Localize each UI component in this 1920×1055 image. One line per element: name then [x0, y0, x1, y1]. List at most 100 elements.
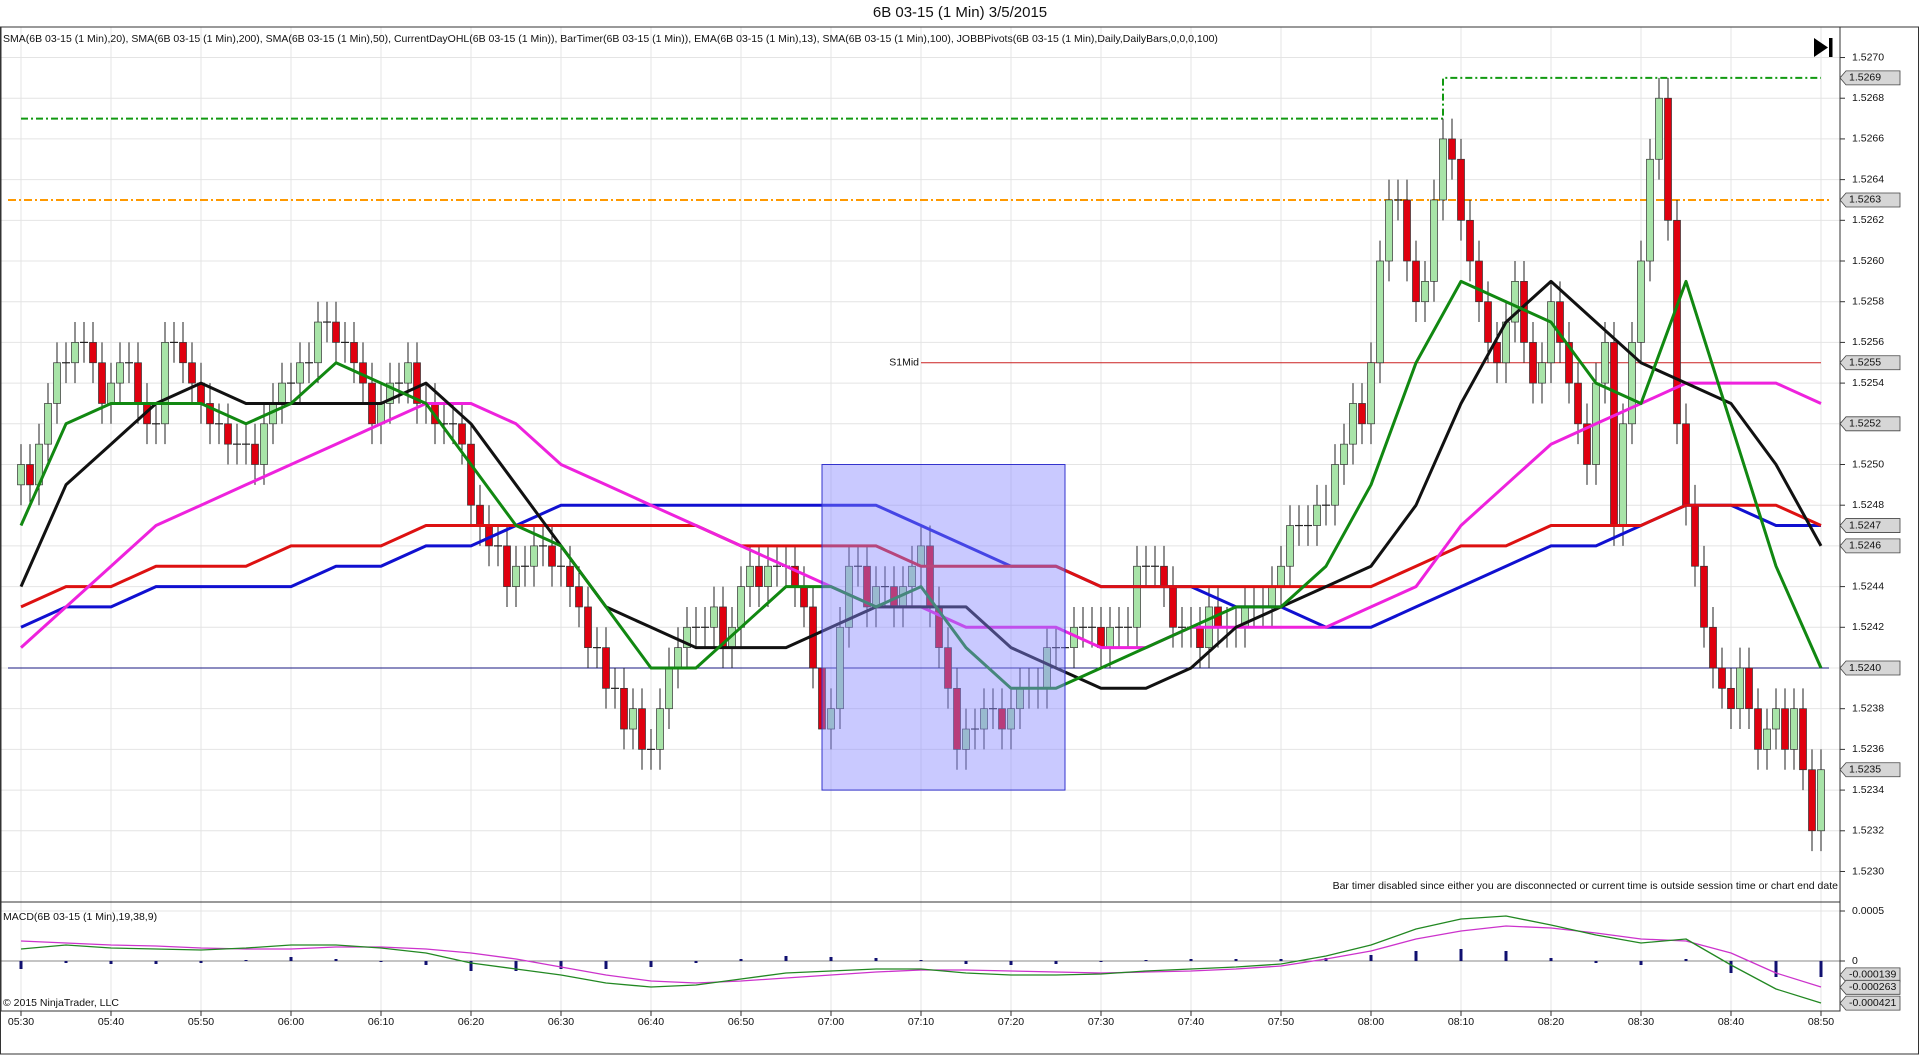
candle-body — [89, 342, 97, 364]
candle-body — [1331, 464, 1339, 506]
histogram-bar — [154, 961, 158, 964]
histogram-bar — [1729, 961, 1733, 973]
candle-body — [1655, 97, 1663, 160]
x-tick-label: 07:20 — [998, 1016, 1024, 1028]
histogram-bar — [1279, 959, 1283, 961]
candle-body — [1691, 504, 1699, 567]
candle-body — [566, 565, 574, 587]
histogram-bar — [694, 961, 698, 963]
price-tag-label: -0.000263 — [1849, 981, 1896, 993]
y-tick-label: 1.5236 — [1852, 743, 1884, 755]
play-icon[interactable] — [1814, 38, 1833, 57]
y-tick-label: 1.5270 — [1852, 51, 1884, 63]
histogram-bar — [1234, 959, 1238, 961]
pivot-line — [21, 76, 1821, 120]
y-tick-label: 1.5258 — [1852, 295, 1884, 307]
level-label: S1Mid — [889, 357, 919, 369]
histogram-bar — [784, 956, 788, 961]
candle-body — [755, 565, 763, 587]
candle-body — [1664, 97, 1672, 221]
histogram-bar — [1639, 961, 1643, 965]
candle-body — [260, 423, 268, 465]
x-tick-label: 06:20 — [458, 1016, 484, 1028]
histogram-bar — [649, 961, 653, 967]
histogram-bar — [334, 959, 338, 961]
candle-body — [161, 342, 169, 425]
candle-body — [1160, 565, 1168, 587]
y-tick-label: 1.5242 — [1852, 621, 1884, 633]
x-tick-label: 07:30 — [1088, 1016, 1114, 1028]
candle-body — [944, 647, 952, 689]
candle-body — [1745, 667, 1753, 710]
candle-body — [1619, 423, 1627, 526]
histogram-bar — [1459, 949, 1463, 961]
histogram-bar — [1504, 951, 1508, 961]
candle-body — [629, 708, 637, 730]
candle-body — [53, 362, 61, 404]
price-tag — [1839, 967, 1901, 983]
price-tag-label: 1.5255 — [1849, 357, 1881, 369]
histogram-bar — [559, 961, 563, 969]
candle-body — [602, 647, 610, 689]
histogram-bar — [1549, 958, 1553, 961]
candle-body — [1484, 301, 1492, 343]
y-tick-label: 1.5244 — [1852, 580, 1884, 592]
x-tick-label: 08:00 — [1358, 1016, 1384, 1028]
candle-body — [863, 565, 871, 608]
y-tick-label: 1.5232 — [1852, 825, 1884, 837]
candle-body — [467, 443, 475, 506]
candle-body — [116, 362, 124, 384]
candle-body — [1403, 199, 1411, 262]
histogram-bar — [199, 961, 203, 963]
candle-body — [1493, 342, 1501, 364]
histogram-bar — [604, 961, 608, 969]
histogram-bar — [1594, 961, 1598, 963]
histogram-bar — [874, 958, 878, 961]
play-bar[interactable] — [1829, 38, 1833, 57]
x-tick-label: 08:10 — [1448, 1016, 1474, 1028]
candle-body — [980, 708, 988, 730]
price-tag — [1839, 416, 1901, 432]
indicator-label: SMA(6B 03-15 (1 Min),20), SMA(6B 03-15 (… — [3, 33, 1218, 45]
candle-body — [98, 362, 106, 404]
play-triangle[interactable] — [1814, 38, 1828, 57]
candle-body — [413, 362, 421, 404]
candle-body — [737, 586, 745, 628]
candle-body — [332, 321, 340, 343]
x-tick-label: 08:50 — [1808, 1016, 1834, 1028]
candle-body — [1817, 769, 1825, 832]
candle-body — [1808, 769, 1816, 832]
candle-body — [26, 464, 34, 486]
candle-body — [1709, 626, 1717, 669]
candle-body — [1763, 728, 1771, 750]
candle-body — [1781, 708, 1789, 750]
y-tick-label: 1.5268 — [1852, 92, 1884, 104]
candle-body — [827, 708, 835, 730]
candle-body — [1529, 342, 1537, 384]
candle-body — [1601, 342, 1609, 384]
histogram-bar — [1054, 961, 1058, 964]
candle-body — [1475, 260, 1483, 303]
histogram-bar — [289, 957, 293, 961]
candle-body — [683, 626, 691, 648]
candle-body — [251, 443, 259, 465]
candle-body — [179, 342, 187, 364]
candle-body — [1718, 667, 1726, 689]
candle-body — [575, 586, 583, 608]
candle-body — [278, 382, 286, 404]
candle-body — [1007, 708, 1015, 730]
candle-body — [350, 342, 358, 364]
y-tick-label: 1.5248 — [1852, 499, 1884, 511]
histogram-bar — [1414, 951, 1418, 961]
x-tick-label: 07:50 — [1268, 1016, 1294, 1028]
histogram-bar — [19, 961, 23, 969]
x-tick-label: 06:00 — [278, 1016, 304, 1028]
candle-body — [800, 586, 808, 608]
candle-body — [1610, 342, 1618, 526]
y-tick-label: 1.5256 — [1852, 336, 1884, 348]
candle-body — [836, 626, 844, 710]
candle-body — [1673, 219, 1681, 425]
candle-body — [674, 647, 682, 669]
candle-body — [530, 545, 538, 567]
x-tick-label: 05:40 — [98, 1016, 124, 1028]
